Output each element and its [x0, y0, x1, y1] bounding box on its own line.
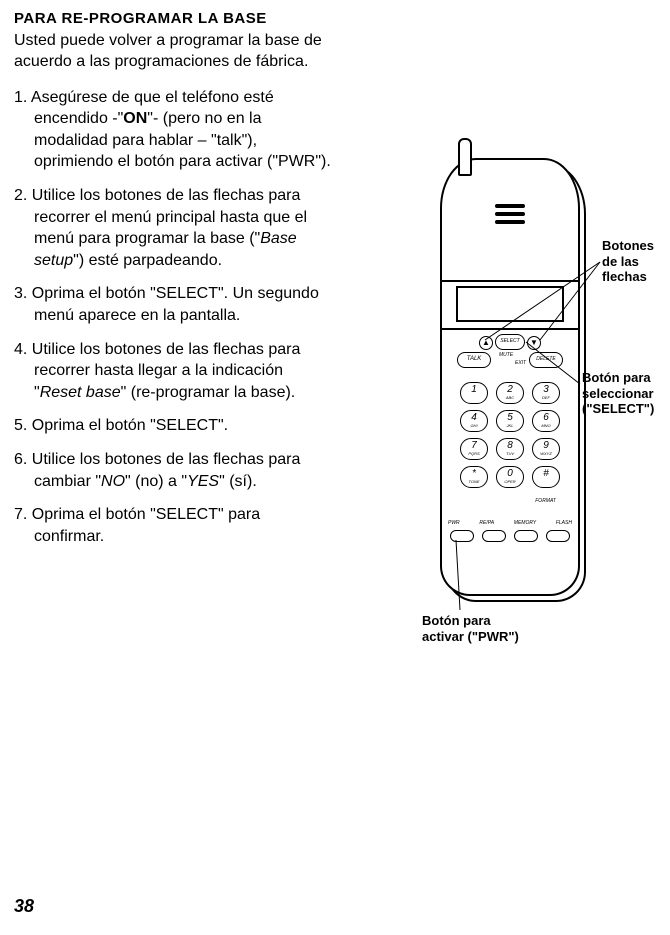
keypad-key: 7PQRS [460, 438, 488, 460]
keypad-key: 1 [460, 382, 488, 404]
delete-button: DELETE [529, 352, 563, 368]
arrow-up-button: ▲ [479, 336, 493, 350]
keypad-key: 8TUV [496, 438, 524, 460]
section-heading: PARA RE-PROGRAMAR LA BASE [14, 10, 656, 27]
keypad: 1 2ABC 3DEF 4GHI 5JKL 6MNO 7PQRS 8TUV 9WXYZ *TONE… [460, 382, 560, 488]
intro-text: Usted puede volver a programar la base d… [14, 31, 344, 73]
bottom-labels: PWR RE/PA MEMORY FLASH [448, 520, 572, 526]
arrow-down-button: ▼ [527, 336, 541, 350]
repa-button [482, 530, 506, 542]
phone-body: ▲ SELECT ▼ TALK DELETE MUTE EXIT 1 2ABC 3D… [440, 158, 580, 596]
talk-button: TALK [457, 352, 491, 368]
text: " (re-programar la base). [121, 384, 296, 401]
bottom-label: RE/PA [479, 520, 494, 526]
text: ") esté parpadeando. [73, 252, 222, 269]
keypad-key: 9WXYZ [532, 438, 560, 460]
bottom-label: FLASH [556, 520, 572, 526]
text-italic: NO [101, 473, 125, 490]
step-3: 3. Oprima el botón "SELECT". Un segundo … [14, 283, 334, 326]
text: " (no) a " [125, 473, 187, 490]
step-2: 2. Utilice los botones de las flechas pa… [14, 185, 334, 271]
text-bold: ON [123, 110, 147, 127]
exit-label: EXIT [515, 360, 526, 366]
keypad-key: 0OPER [496, 466, 524, 488]
step-4: 4. Utilice los botones de las flechas pa… [14, 339, 334, 404]
mute-label: MUTE [499, 352, 513, 358]
step-1: 1. Asegúrese de que el teléfono esté enc… [14, 87, 334, 173]
callout-select: Botón para seleccionar ("SELECT") [582, 370, 670, 417]
bottom-label: MEMORY [514, 520, 536, 526]
format-label: FORMAT [535, 498, 556, 504]
callout-pwr: Botón para activar ("PWR") [422, 613, 522, 644]
memory-button [514, 530, 538, 542]
keypad-key: *TONE [460, 466, 488, 488]
text-italic: YES [187, 473, 219, 490]
page-number: 38 [14, 896, 34, 917]
callout-arrows: Botones de las flechas [602, 238, 662, 285]
keypad-key: 2ABC [496, 382, 524, 404]
text: " (sí). [219, 473, 257, 490]
antenna-icon [458, 138, 472, 176]
bottom-buttons [450, 530, 570, 542]
keypad-key: 3DEF [532, 382, 560, 404]
nav-cluster: ▲ SELECT ▼ TALK DELETE MUTE EXIT [455, 334, 565, 374]
phone-diagram: ▲ SELECT ▼ TALK DELETE MUTE EXIT 1 2ABC 3D… [440, 150, 582, 610]
pwr-button [450, 530, 474, 542]
phone-screen [456, 286, 564, 322]
earpiece-icon [495, 204, 525, 226]
keypad-key: 4GHI [460, 410, 488, 432]
keypad-key: # [532, 466, 560, 488]
steps-list: 1. Asegúrese de que el teléfono esté enc… [14, 87, 334, 548]
keypad-key: 5JKL [496, 410, 524, 432]
step-6: 6. Utilice los botones de las flechas pa… [14, 449, 334, 492]
step-7: 7. Oprima el botón "SELECT" para confirm… [14, 504, 334, 547]
keypad-key: 6MNO [532, 410, 560, 432]
flash-button [546, 530, 570, 542]
step-5: 5. Oprima el botón "SELECT". [14, 415, 334, 437]
bottom-label: PWR [448, 520, 460, 526]
text-italic: Reset base [40, 384, 121, 401]
select-button: SELECT [495, 334, 525, 350]
